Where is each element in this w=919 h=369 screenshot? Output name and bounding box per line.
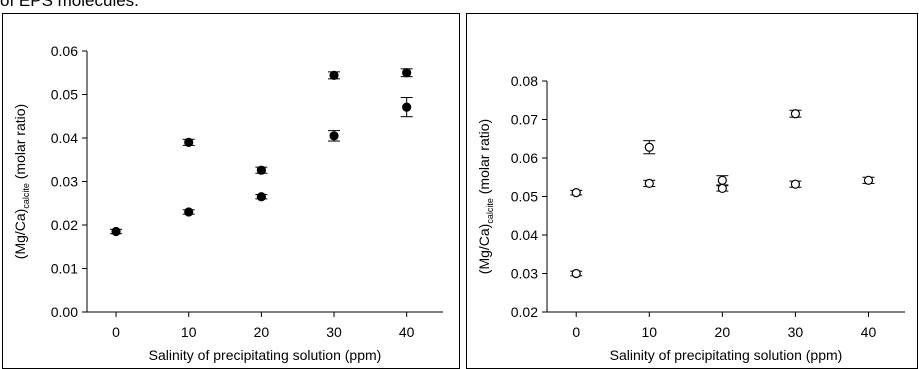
y-tick-label: 0.05 [511, 189, 538, 205]
data-point [716, 175, 729, 186]
x-axis-label: Salinity of precipitating solution (ppm) [149, 347, 382, 363]
data-point [716, 183, 729, 194]
y-tick-label: 0.07 [511, 112, 538, 128]
data-point [789, 109, 802, 119]
data-point [110, 226, 123, 237]
data-point [255, 192, 268, 202]
data-point [570, 188, 583, 198]
y-tick-label: 0.02 [511, 304, 538, 320]
filled-circle-marker [256, 165, 266, 175]
x-tick-label: 0 [572, 324, 580, 340]
y-tick-label: 0.04 [511, 227, 538, 243]
open-circle-marker [790, 109, 801, 119]
data-point [400, 97, 413, 118]
y-axis-label: (Mg/Ca)calcite (molar ratio) [12, 104, 31, 259]
chart-panel-open: 0.02 0.03 0.04 0.05 0.06 0.07 0.08 0 10 20 30 40 Sal… [466, 13, 918, 369]
filled-circle-marker [111, 226, 121, 237]
data-point [182, 137, 195, 147]
data-point [570, 268, 583, 279]
x-axis-label: Salinity of precipitating solution (ppm) [610, 347, 843, 363]
x-tick-label: 20 [715, 324, 731, 340]
x-tick-label: 0 [112, 324, 120, 340]
filled-circle-marker [184, 207, 194, 217]
open-circle-marker [863, 175, 874, 185]
data-point [789, 179, 802, 189]
chart-panel-filled: 0.00 0.01 0.02 0.03 0.04 0.05 0.06 0 10 20 30 40 Sal… [2, 13, 460, 369]
figure-caption-fragment: of EPS molecules. [0, 0, 139, 10]
y-tick-label: 0.08 [511, 73, 538, 89]
x-tick-label: 20 [254, 324, 270, 340]
x-tick-label: 10 [181, 324, 197, 340]
data-point [862, 175, 875, 185]
filled-circle-marker [184, 137, 194, 147]
scatter-chart-open: 0.02 0.03 0.04 0.05 0.06 0.07 0.08 0 10 20 30 40 Sal… [476, 73, 905, 363]
y-axis-label: (Mg/Ca)calcite (molar ratio) [476, 119, 495, 274]
data-point [255, 165, 268, 175]
filled-circle-marker [329, 131, 339, 141]
data-point [182, 207, 195, 217]
y-tick-label: 0.06 [51, 43, 78, 59]
open-circle-marker [571, 188, 581, 198]
data-point [643, 178, 656, 189]
open-circle-marker [717, 175, 727, 185]
y-tick-label: 0.04 [51, 130, 78, 146]
data-point [400, 68, 413, 78]
y-tick-label: 0.01 [51, 261, 78, 277]
filled-circle-marker [402, 102, 412, 112]
x-tick-label: 40 [861, 324, 877, 340]
filled-circle-marker [256, 192, 266, 202]
x-tick-label: 30 [326, 324, 342, 340]
open-circle-marker [644, 178, 654, 189]
y-tick-label: 0.03 [51, 174, 78, 190]
data-point [328, 130, 341, 142]
data-point [328, 70, 341, 80]
filled-circle-marker [329, 70, 339, 80]
y-tick-label: 0.06 [511, 150, 538, 166]
x-tick-label: 10 [641, 324, 657, 340]
y-tick-label: 0.02 [51, 217, 78, 233]
filled-circle-marker [402, 68, 412, 78]
x-tick-label: 30 [788, 324, 804, 340]
scatter-chart-filled: 0.00 0.01 0.02 0.03 0.04 0.05 0.06 0 10 20 30 40 Sal… [12, 43, 443, 363]
y-tick-label: 0.00 [51, 304, 78, 320]
x-tick-label: 40 [399, 324, 415, 340]
y-tick-label: 0.03 [511, 266, 538, 282]
open-circle-marker [717, 183, 727, 194]
open-circle-marker [790, 179, 801, 189]
data-point [643, 140, 656, 155]
open-circle-marker [571, 268, 581, 279]
open-circle-marker [644, 142, 654, 152]
y-tick-label: 0.05 [51, 87, 78, 103]
